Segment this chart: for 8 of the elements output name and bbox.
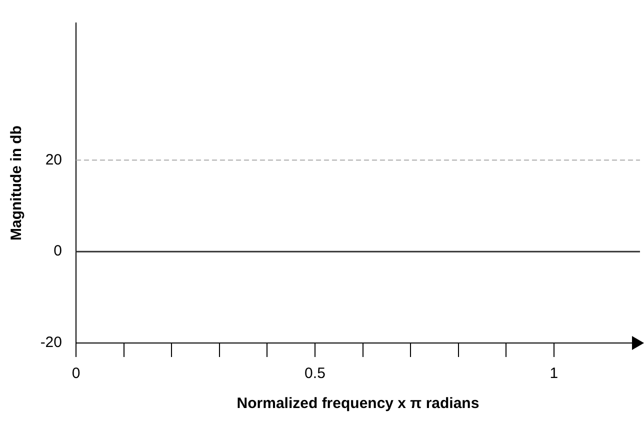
y-tick-label: 20: [45, 151, 62, 168]
x-tick-label: 1: [550, 365, 558, 382]
y-axis-title: Magnitude in db: [8, 126, 26, 240]
x-tick-label: 0.5: [304, 365, 326, 382]
y-tick-label: 0: [54, 242, 62, 260]
x-tick-label: 0: [72, 365, 80, 382]
y-tick-label: -20: [40, 334, 62, 352]
x-axis-title: Normalized frequency x π radians: [236, 395, 480, 412]
